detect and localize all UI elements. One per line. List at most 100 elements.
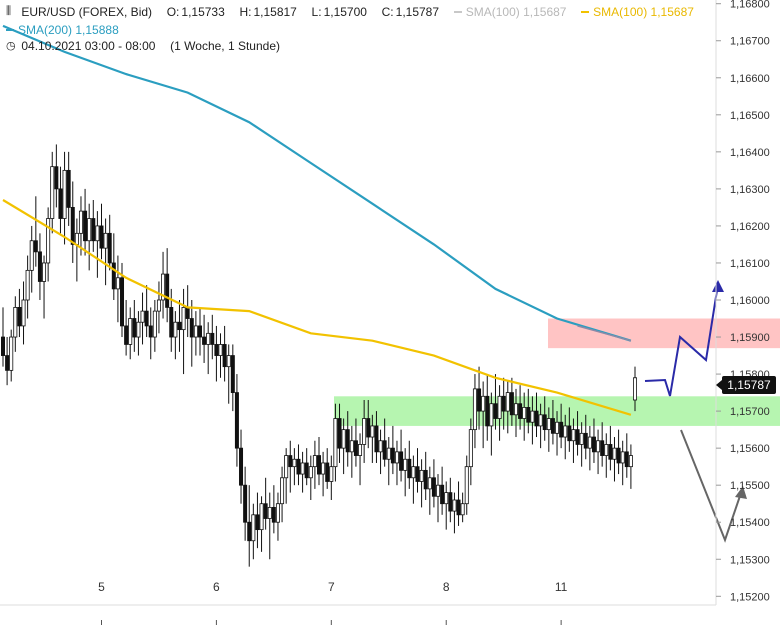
candle-body bbox=[74, 232, 79, 245]
candle bbox=[345, 411, 350, 467]
candle-body bbox=[583, 432, 588, 449]
candle bbox=[255, 492, 260, 549]
sma-layer bbox=[2, 24, 632, 416]
candle bbox=[378, 429, 383, 475]
candle-body bbox=[591, 436, 596, 453]
y-axis: 1,15200 1,15300 1,15400 1,15500 1,15600 1,157… bbox=[715, 0, 770, 605]
legend-timeframe: ◷ 04.10.2021 03:00 - 08:00 (1 Woche, 1 S… bbox=[6, 38, 280, 53]
candle-body bbox=[177, 321, 182, 331]
candle-body bbox=[452, 499, 457, 512]
symbol-label[interactable]: EUR/USD (FOREX, Bid) bbox=[21, 4, 153, 19]
candle-body bbox=[37, 251, 42, 282]
candle bbox=[140, 292, 145, 345]
candle bbox=[17, 288, 22, 338]
candle bbox=[518, 385, 523, 430]
candle bbox=[456, 481, 461, 526]
candle bbox=[411, 455, 416, 504]
candle bbox=[616, 429, 621, 475]
candle bbox=[234, 374, 239, 467]
sma100-grey-value: 1,15687 bbox=[523, 4, 567, 19]
sma200-label[interactable]: SMA(200) bbox=[18, 22, 73, 37]
candle-body bbox=[374, 425, 379, 453]
y-tick-label: 1,15500 bbox=[730, 480, 770, 492]
candle bbox=[513, 388, 518, 438]
candle bbox=[583, 414, 588, 460]
candle-body bbox=[58, 188, 63, 219]
sma100-grey-label[interactable]: SMA(100) bbox=[465, 4, 520, 19]
candle bbox=[152, 300, 157, 352]
candle bbox=[431, 459, 436, 508]
candle bbox=[33, 196, 38, 267]
candle-body bbox=[489, 403, 494, 427]
candle bbox=[489, 392, 494, 456]
bear-scenario-arrow bbox=[680, 429, 743, 543]
candle-body bbox=[353, 440, 358, 456]
candle-body bbox=[513, 403, 518, 416]
candle bbox=[29, 225, 34, 293]
candle bbox=[460, 492, 465, 523]
candle bbox=[358, 433, 363, 486]
sma100-label[interactable]: SMA(100) bbox=[593, 4, 648, 19]
candle bbox=[78, 196, 83, 256]
candle bbox=[280, 466, 285, 523]
zones-layer bbox=[334, 318, 780, 426]
candle bbox=[624, 433, 629, 478]
candle-body bbox=[21, 299, 26, 327]
candle bbox=[189, 300, 194, 367]
candle-body bbox=[370, 425, 375, 438]
legend-sma200: SMA(200) 1,15888 bbox=[6, 22, 119, 37]
candle bbox=[173, 311, 178, 360]
forecast-arrows bbox=[644, 280, 747, 543]
candle-body bbox=[5, 355, 10, 371]
candle-body bbox=[316, 455, 321, 475]
candle-body bbox=[46, 218, 51, 264]
candle bbox=[156, 281, 161, 334]
candle-body bbox=[120, 277, 125, 327]
candle bbox=[300, 451, 305, 493]
candle-body bbox=[472, 388, 477, 431]
low-label: L: bbox=[311, 4, 322, 19]
candle-body bbox=[251, 514, 256, 542]
candle-body bbox=[358, 444, 363, 456]
candle-body bbox=[563, 425, 568, 438]
candle-body bbox=[29, 240, 34, 271]
candle-body bbox=[321, 462, 326, 475]
sma200-swatch bbox=[6, 28, 14, 31]
candle-body bbox=[448, 492, 453, 512]
candle-body bbox=[444, 492, 449, 505]
candle-body bbox=[571, 429, 576, 442]
y-tick-label: 1,16100 bbox=[730, 258, 770, 270]
candle-body bbox=[612, 447, 617, 460]
candle bbox=[202, 314, 207, 363]
candle bbox=[563, 414, 568, 460]
candle-body bbox=[66, 169, 71, 208]
candle-body bbox=[218, 344, 223, 356]
candle bbox=[62, 151, 67, 245]
candle-body bbox=[497, 395, 502, 419]
candlestick-icon[interactable]: ⫼ bbox=[6, 5, 12, 18]
candle bbox=[505, 381, 510, 434]
open-value: 1,15733 bbox=[181, 4, 225, 19]
candle-body bbox=[509, 392, 514, 416]
candle-body bbox=[222, 344, 227, 368]
y-tick-label: 1,16600 bbox=[730, 73, 770, 85]
candle bbox=[46, 207, 51, 282]
candle-body bbox=[230, 355, 235, 393]
sma200-line bbox=[2, 24, 632, 342]
candle-body bbox=[411, 466, 416, 479]
candle-body bbox=[152, 310, 157, 338]
candle bbox=[600, 422, 605, 467]
candle bbox=[579, 422, 584, 467]
candle-body bbox=[628, 455, 633, 468]
candle bbox=[427, 466, 432, 515]
candle bbox=[148, 307, 153, 360]
candle-body bbox=[234, 392, 239, 449]
date-range: 04.10.2021 03:00 - 08:00 bbox=[21, 38, 156, 53]
candle bbox=[66, 151, 71, 226]
candle-body bbox=[550, 418, 555, 434]
candle bbox=[407, 440, 412, 489]
candle bbox=[485, 374, 490, 441]
candle bbox=[444, 481, 449, 530]
candle bbox=[165, 248, 170, 323]
